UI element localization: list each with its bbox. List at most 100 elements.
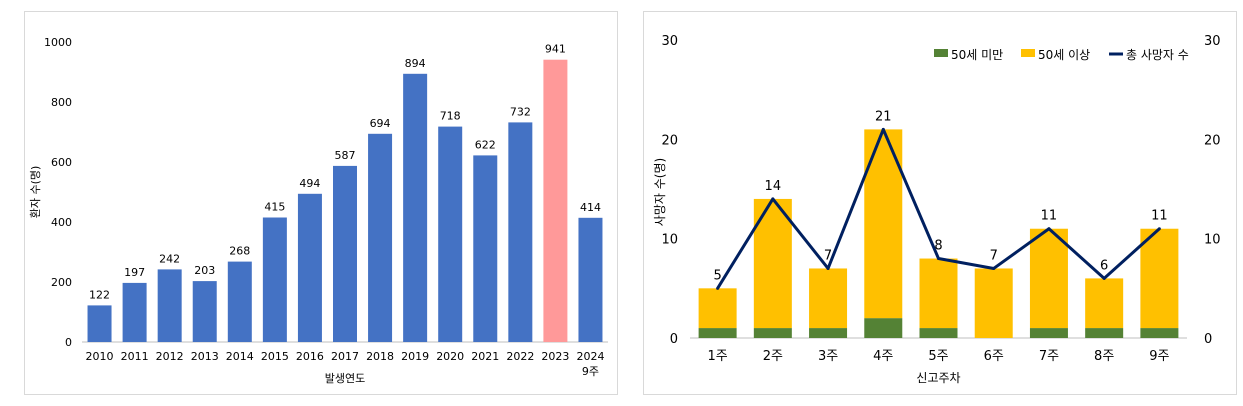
line-value-label: 5: [713, 268, 721, 283]
x-tick-label: 3주: [818, 349, 838, 364]
weekly-deaths-chart: 0 10 20 30 0 10 20 30 사망자 수(명) 1주 2주 3주 4주 5주 6주 7주 8주 9주…: [643, 11, 1237, 395]
line-value-label: 7: [824, 248, 832, 263]
x-tick-label: 2015: [261, 350, 289, 363]
line-value-label: 14: [765, 179, 782, 194]
x-tick-label: 2010: [86, 350, 114, 363]
y-tick-label: 200: [51, 276, 72, 289]
line-value-label: 6: [1100, 258, 1108, 273]
total-deaths-point: [826, 266, 830, 270]
bar-value-label: 414: [580, 201, 601, 214]
x-tick-label: 2024 9주: [576, 350, 604, 378]
x-tick-label: 5주: [928, 349, 948, 364]
x-tick-label: 6주: [984, 349, 1004, 364]
bar-2017: [333, 165, 357, 342]
total-deaths-point: [716, 286, 720, 290]
x-tick-label: 2023: [541, 350, 569, 363]
legend-swatch: [1021, 49, 1035, 57]
y-tick-label: 600: [51, 156, 72, 169]
y-tick-label: 0: [670, 332, 678, 347]
x-tick-label: 2014: [226, 350, 254, 363]
legend-label: 50세 미만: [951, 48, 1003, 62]
y-tick-label: 30: [661, 34, 678, 49]
bar-2011: [122, 282, 147, 342]
x-tick-label: 1주: [707, 349, 727, 364]
bar-value-label: 622: [475, 138, 496, 151]
x-tick-label: 2017: [331, 350, 359, 363]
bar-value-label: 203: [194, 264, 215, 277]
y-tick-label: 0: [65, 336, 72, 349]
bar-value-label: 732: [510, 105, 531, 118]
bar-segment-under50: [919, 328, 958, 338]
bar-segment-under50: [864, 318, 903, 338]
y2-tick-label: 10: [1204, 233, 1221, 248]
bar-value-label: 894: [405, 57, 426, 70]
x-tick-label: 2022: [506, 350, 534, 363]
bar-2016: [297, 193, 322, 342]
annual-patients-chart-svg: 0 200 400 600 800 1000 환자 수(명) 122 2010 197 2011 24…: [29, 36, 608, 385]
bar-2020: [438, 126, 463, 342]
legend-swatch: [934, 49, 948, 57]
bar-segment-under50: [698, 328, 737, 338]
x-tick-label: 7주: [1039, 349, 1059, 364]
y-tick-label: 20: [661, 133, 678, 148]
bar-2019: [403, 73, 428, 343]
bar-segment-over50: [919, 258, 958, 329]
bar-value-label: 197: [124, 266, 145, 279]
legend-label: 총 사망자 수: [1126, 48, 1189, 62]
annual-patients-chart: 0 200 400 600 800 1000 환자 수(명) 122 2010 197 2011 24…: [24, 11, 618, 395]
line-value-label: 8: [934, 239, 942, 254]
bar-segment-over50: [1085, 278, 1124, 329]
bar-segment-under50: [1085, 328, 1124, 338]
bar-segment-over50: [974, 268, 1013, 338]
bar-segment-under50: [809, 328, 848, 338]
bar-2014: [227, 261, 252, 342]
bar-value-label: 242: [159, 252, 180, 265]
bar-value-label: 415: [264, 201, 285, 214]
total-deaths-point: [1047, 227, 1051, 231]
x-tick-label: 2주: [763, 349, 783, 364]
bar-2021: [473, 155, 498, 342]
y-tick-label: 400: [51, 216, 72, 229]
bar-segment-over50: [698, 288, 737, 329]
total-deaths-point: [1157, 227, 1161, 231]
bar-2022: [508, 122, 533, 343]
bar-segment-over50: [1029, 228, 1068, 329]
y-tick-label: 10: [661, 233, 678, 248]
x-axis-title: 발생연도: [325, 372, 365, 385]
bar-value-label: 268: [229, 245, 250, 258]
x-tick-label: 2018: [366, 350, 394, 363]
bar-value-label: 694: [370, 117, 391, 130]
bar-2018: [368, 133, 393, 342]
bar-value-label: 494: [299, 177, 320, 190]
line-value-label: 11: [1041, 209, 1058, 224]
x-tick-label: 2012: [156, 350, 184, 363]
y-axis-title: 환자 수(명): [29, 166, 42, 219]
bar-value-label: 941: [545, 43, 566, 56]
x-axis-title: 신고주차: [916, 371, 960, 385]
x-tick-label: 2019: [401, 350, 429, 363]
x-tick-label: 2016: [296, 350, 324, 363]
bar-2013: [192, 281, 217, 342]
bar-segment-over50: [1140, 228, 1179, 329]
bar-value-label: 587: [335, 149, 356, 162]
x-tick-label: 2013: [191, 350, 219, 363]
x-tick-label: 9주: [1149, 349, 1169, 364]
weekly-deaths-chart-svg: 0 10 20 30 0 10 20 30 사망자 수(명) 1주 2주 3주 4주 5주 6주 7주 8주 9주…: [653, 34, 1221, 385]
total-deaths-point: [992, 266, 996, 270]
bar-2015: [262, 217, 287, 342]
bar-segment-under50: [1140, 328, 1179, 338]
bar-value-label: 718: [440, 110, 461, 123]
y2-tick-label: 20: [1204, 133, 1221, 148]
line-value-label: 11: [1151, 209, 1168, 224]
bar-segment-under50: [1029, 328, 1068, 338]
bar-segment-under50: [753, 328, 792, 338]
bar-2012: [157, 269, 182, 342]
y-tick-label: 1000: [44, 36, 72, 49]
bar-2010: [87, 305, 112, 342]
total-deaths-point: [937, 257, 940, 261]
bar-2023: [543, 59, 568, 342]
bar-2024: [578, 217, 603, 342]
line-value-label: 21: [875, 109, 892, 124]
x-tick-label: 8주: [1094, 349, 1114, 364]
y2-tick-label: 30: [1204, 34, 1221, 49]
